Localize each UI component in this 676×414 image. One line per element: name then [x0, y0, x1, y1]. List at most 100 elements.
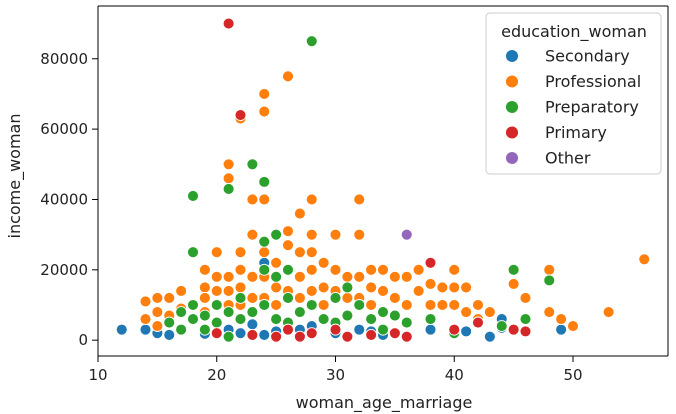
- data-point: [258, 246, 271, 259]
- data-point: [282, 323, 294, 336]
- data-point: [377, 306, 389, 318]
- data-point: [400, 270, 413, 283]
- data-point: [507, 263, 520, 276]
- data-point: [460, 325, 473, 338]
- data-point: [305, 228, 318, 241]
- data-point: [222, 330, 235, 343]
- data-point: [341, 270, 354, 283]
- data-point: [412, 263, 425, 276]
- y-tick-label: 40000: [40, 190, 88, 208]
- data-point: [388, 270, 401, 283]
- data-point: [258, 105, 271, 118]
- data-point: [555, 313, 568, 326]
- data-point: [317, 281, 330, 294]
- legend-label: Professional: [545, 72, 641, 91]
- data-point: [460, 306, 473, 318]
- data-point: [270, 299, 283, 311]
- y-axis-label: income_woman: [5, 113, 25, 238]
- data-point: [139, 295, 152, 308]
- data-point: [293, 246, 306, 259]
- data-point: [543, 274, 556, 287]
- data-point: [353, 299, 366, 311]
- data-point: [365, 263, 378, 276]
- data-point: [329, 263, 342, 276]
- legend-frame: [485, 12, 662, 175]
- data-point: [377, 284, 389, 297]
- data-point: [187, 313, 199, 326]
- data-point: [388, 327, 401, 340]
- data-point: [282, 70, 294, 83]
- data-point: [353, 270, 366, 283]
- data-point: [317, 299, 330, 311]
- data-point: [234, 263, 247, 276]
- data-point: [341, 292, 354, 304]
- x-tick-label: 50: [563, 366, 582, 384]
- x-tick-label: 40: [445, 366, 464, 384]
- data-point: [293, 207, 306, 220]
- data-point: [139, 313, 152, 326]
- data-point: [400, 228, 413, 241]
- data-point: [246, 328, 259, 341]
- data-point: [424, 323, 437, 336]
- data-point: [555, 323, 568, 336]
- data-point: [258, 175, 271, 188]
- data-point: [507, 277, 520, 290]
- data-point: [246, 158, 259, 171]
- data-point: [495, 320, 508, 333]
- data-point: [472, 316, 484, 329]
- data-point: [234, 313, 247, 326]
- data-point: [222, 306, 235, 318]
- data-point: [365, 299, 378, 311]
- data-point: [519, 313, 532, 326]
- data-point: [400, 299, 413, 311]
- data-point: [246, 292, 259, 304]
- data-point: [388, 292, 401, 304]
- data-point: [472, 299, 484, 311]
- y-tick-label: 80000: [40, 50, 88, 68]
- data-point: [175, 284, 188, 297]
- data-point: [317, 256, 330, 269]
- data-point: [210, 246, 223, 259]
- data-point: [222, 270, 235, 283]
- data-point: [448, 281, 461, 294]
- data-point: [412, 284, 425, 297]
- data-point: [400, 316, 413, 329]
- data-point: [305, 246, 318, 259]
- data-point: [305, 299, 318, 311]
- data-point: [282, 239, 294, 252]
- data-point: [270, 313, 283, 326]
- data-point: [436, 299, 449, 311]
- x-tick-label: 30: [326, 366, 345, 384]
- data-point: [210, 316, 223, 329]
- data-point: [258, 263, 271, 276]
- data-point: [175, 323, 188, 336]
- data-point: [210, 270, 223, 283]
- data-point: [448, 299, 461, 311]
- data-point: [424, 256, 437, 269]
- legend-label: Other: [545, 149, 591, 168]
- data-point: [436, 281, 449, 294]
- data-point: [163, 316, 176, 329]
- data-point: [460, 281, 473, 294]
- data-point: [293, 306, 306, 318]
- data-point: [519, 292, 532, 304]
- legend-marker: [505, 151, 519, 165]
- data-point: [424, 313, 437, 326]
- data-point: [365, 313, 378, 326]
- data-point: [282, 225, 294, 238]
- data-point: [270, 330, 283, 343]
- x-axis-label: woman_age_marriage: [296, 393, 473, 413]
- data-point: [234, 292, 247, 304]
- legend: education_woman Secondary Professional Pre…: [485, 12, 662, 175]
- data-point: [222, 284, 235, 297]
- data-point: [187, 189, 199, 202]
- data-point: [424, 299, 437, 311]
- data-point: [210, 299, 223, 311]
- data-point: [222, 158, 235, 171]
- data-point: [198, 323, 211, 336]
- data-point: [341, 309, 354, 322]
- data-point: [234, 109, 247, 122]
- data-point: [507, 323, 520, 336]
- data-point: [567, 320, 579, 333]
